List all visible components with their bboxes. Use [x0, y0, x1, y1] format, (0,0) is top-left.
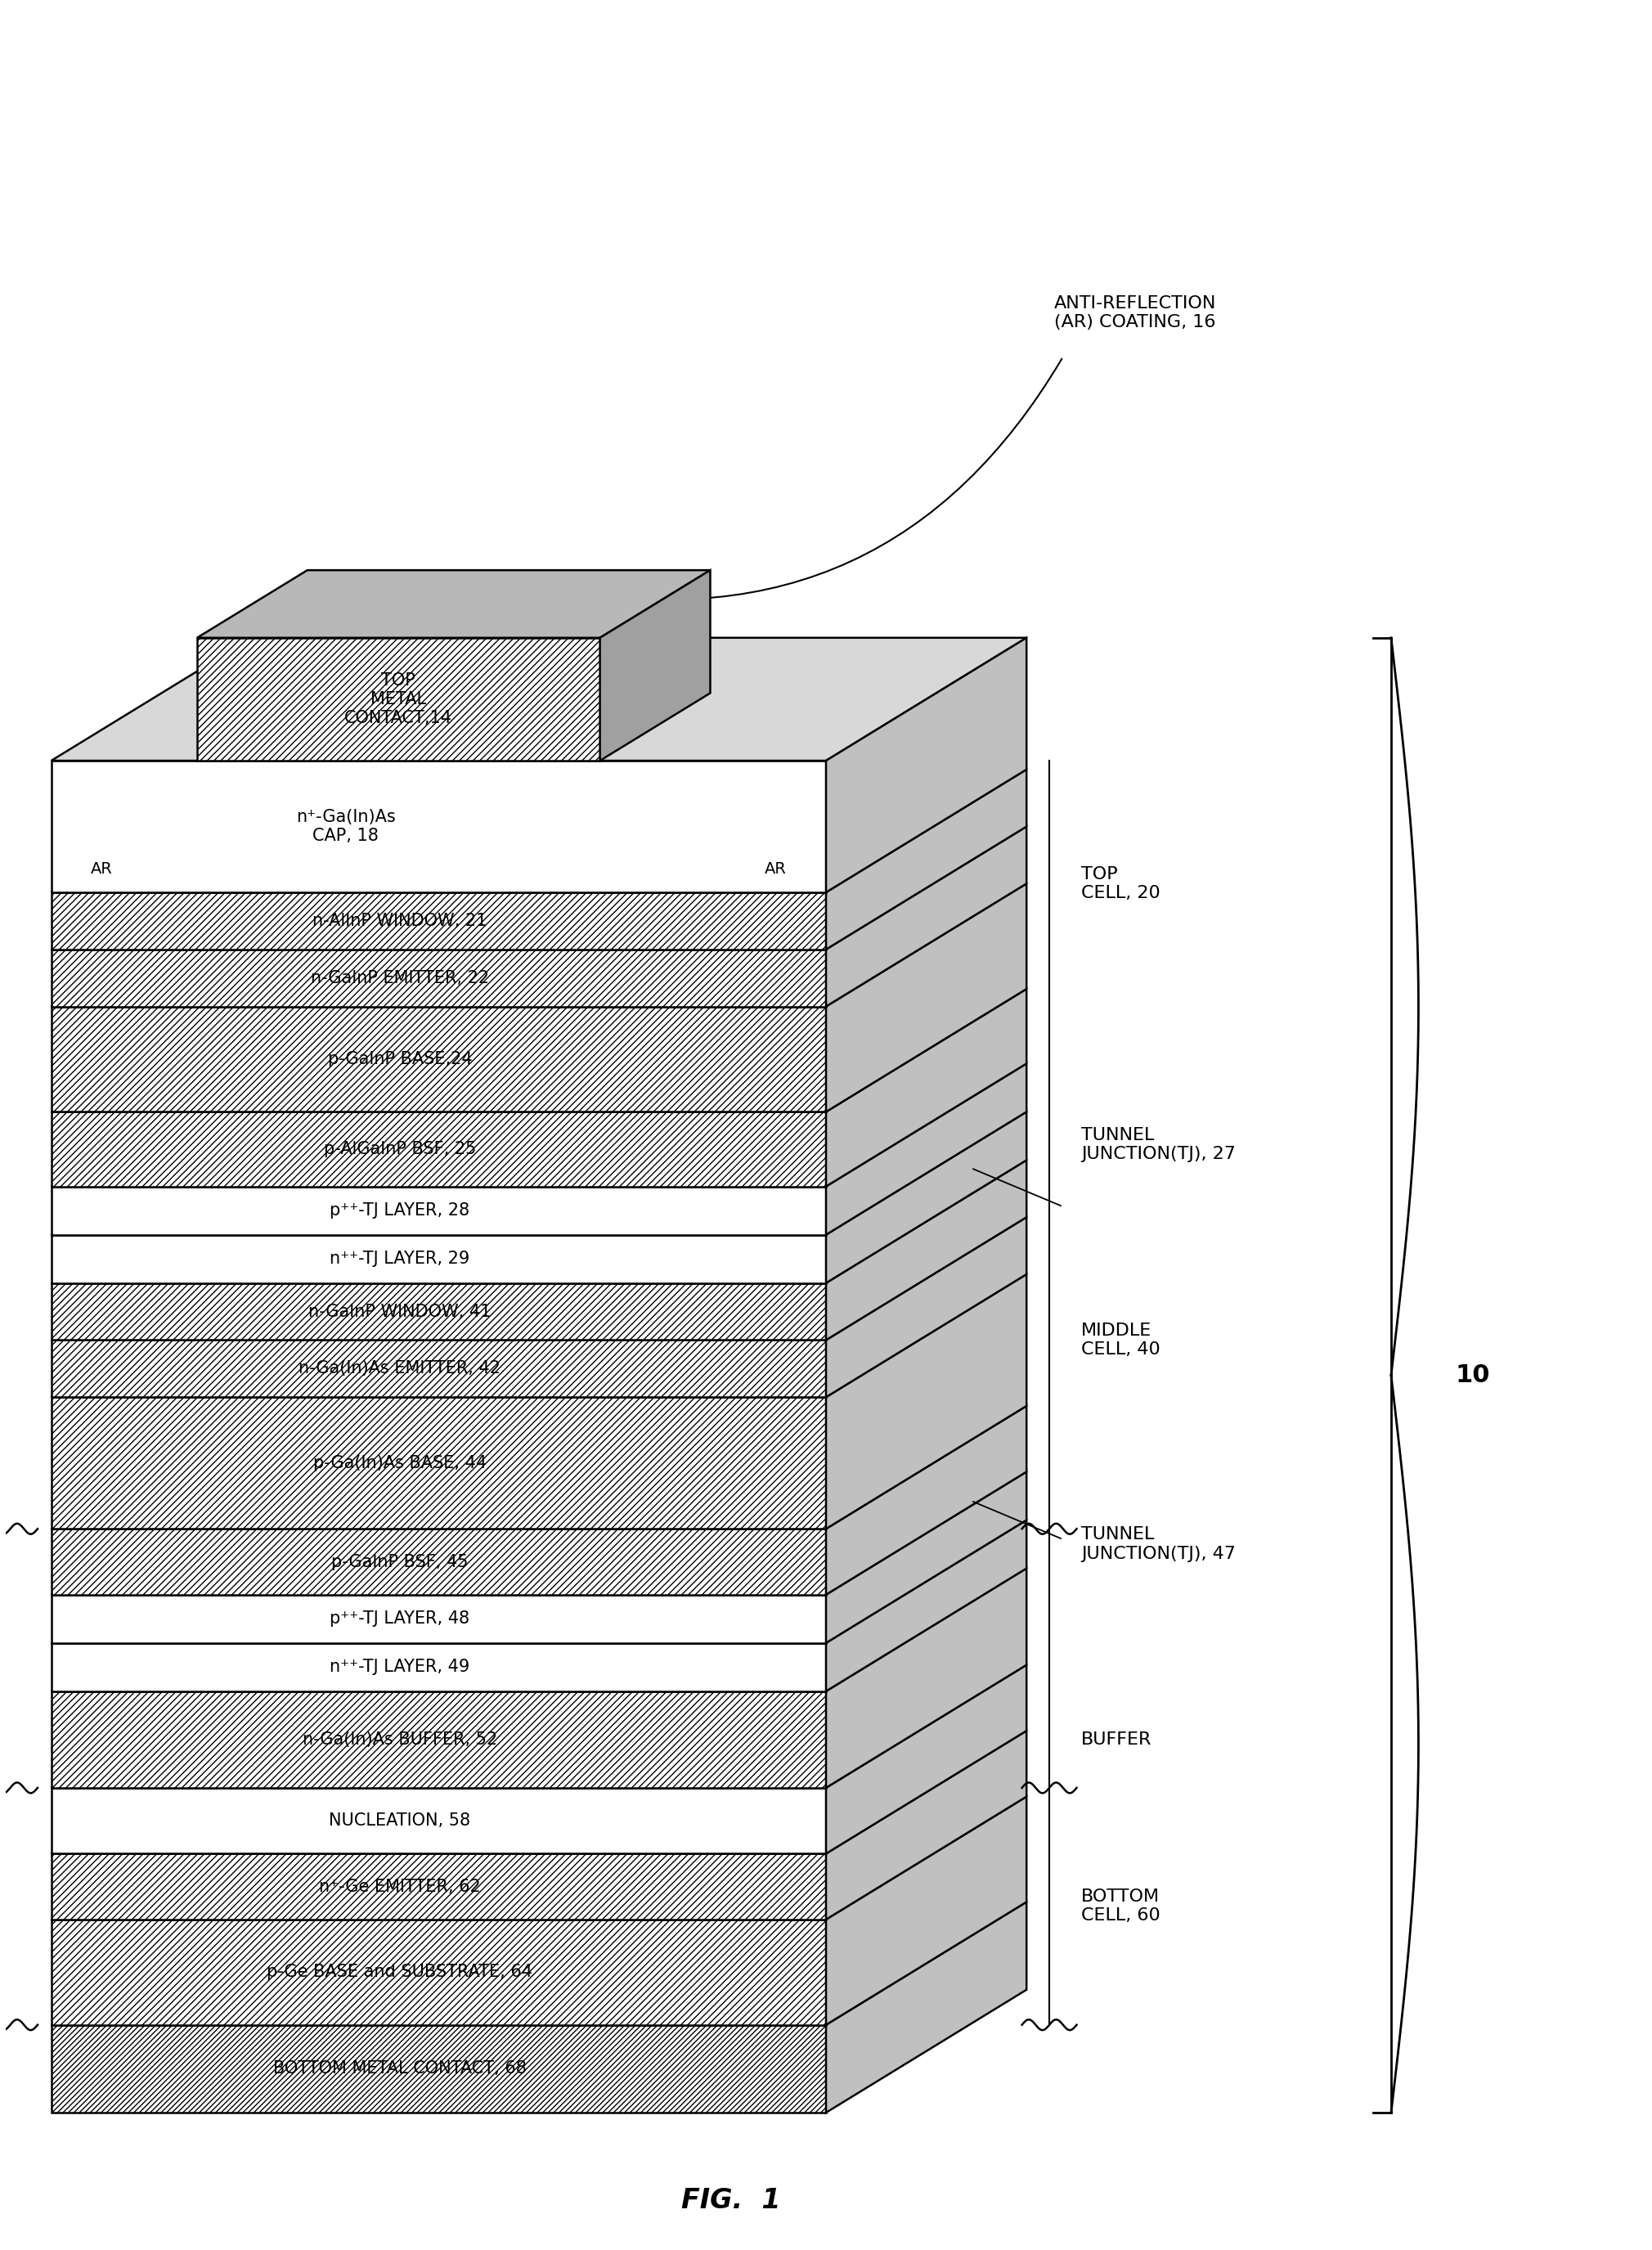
Polygon shape — [826, 1064, 1026, 1235]
Text: n⁺-Ge EMITTER, 62: n⁺-Ge EMITTER, 62 — [319, 1879, 481, 1894]
Text: FIG.  1: FIG. 1 — [682, 2187, 781, 2214]
Polygon shape — [51, 1521, 1026, 1642]
Polygon shape — [826, 1796, 1026, 2025]
Text: TUNNEL
JUNCTION(TJ), 27: TUNNEL JUNCTION(TJ), 27 — [1080, 1127, 1236, 1163]
Text: p-Ga(In)As BASE, 44: p-Ga(In)As BASE, 44 — [314, 1456, 487, 1472]
Text: n-GaInP WINDOW, 41: n-GaInP WINDOW, 41 — [309, 1303, 491, 1321]
Polygon shape — [51, 637, 1026, 760]
Polygon shape — [51, 1406, 1026, 1528]
Text: n-AlInP WINDOW, 21: n-AlInP WINDOW, 21 — [312, 914, 487, 929]
Text: 10: 10 — [1455, 1364, 1490, 1386]
Polygon shape — [826, 637, 1026, 893]
Polygon shape — [51, 950, 826, 1006]
Text: TOP
CELL, 20: TOP CELL, 20 — [1080, 866, 1160, 902]
Polygon shape — [51, 1595, 826, 1642]
Polygon shape — [51, 1472, 1026, 1595]
Polygon shape — [826, 1472, 1026, 1642]
Polygon shape — [51, 893, 826, 950]
Polygon shape — [826, 884, 1026, 1112]
Text: n-GaInP EMITTER, 22: n-GaInP EMITTER, 22 — [311, 970, 489, 986]
Polygon shape — [826, 1665, 1026, 1854]
Polygon shape — [51, 770, 1026, 893]
Text: p⁺⁺-TJ LAYER, 28: p⁺⁺-TJ LAYER, 28 — [330, 1202, 469, 1220]
Polygon shape — [826, 990, 1026, 1186]
Text: BOTTOM METAL CONTACT, 68: BOTTOM METAL CONTACT, 68 — [273, 2061, 527, 2077]
Polygon shape — [826, 826, 1026, 1006]
Polygon shape — [826, 1901, 1026, 2113]
Text: AR: AR — [765, 862, 786, 878]
Polygon shape — [51, 1665, 1026, 1789]
Polygon shape — [51, 1854, 826, 1919]
Polygon shape — [51, 1901, 1026, 2025]
Text: BOTTOM
CELL, 60: BOTTOM CELL, 60 — [1080, 1888, 1160, 1924]
Text: n⁺-Ga(In)As
CAP, 18: n⁺-Ga(In)As CAP, 18 — [296, 808, 395, 844]
Text: TOP
METAL
CONTACT,14: TOP METAL CONTACT,14 — [345, 673, 453, 727]
Polygon shape — [51, 2025, 826, 2113]
Polygon shape — [51, 1273, 1026, 1397]
Text: ANTI-REFLECTION
(AR) COATING, 16: ANTI-REFLECTION (AR) COATING, 16 — [1054, 295, 1216, 331]
Polygon shape — [826, 1217, 1026, 1397]
Text: p-AlGaInP BSF, 25: p-AlGaInP BSF, 25 — [324, 1141, 476, 1157]
Polygon shape — [51, 826, 1026, 950]
Polygon shape — [826, 1161, 1026, 1341]
Polygon shape — [51, 1217, 1026, 1341]
Polygon shape — [826, 1730, 1026, 1919]
Polygon shape — [826, 1568, 1026, 1789]
Text: NUCLEATION, 58: NUCLEATION, 58 — [329, 1814, 471, 1829]
Polygon shape — [51, 1341, 826, 1397]
Text: p⁺⁺-TJ LAYER, 48: p⁺⁺-TJ LAYER, 48 — [330, 1611, 469, 1627]
Polygon shape — [51, 1006, 826, 1112]
Polygon shape — [51, 1186, 826, 1235]
Polygon shape — [51, 1282, 826, 1341]
Text: p-GaInP BSF, 45: p-GaInP BSF, 45 — [332, 1552, 469, 1570]
Polygon shape — [51, 1397, 826, 1528]
Text: MIDDLE
CELL, 40: MIDDLE CELL, 40 — [1080, 1323, 1160, 1357]
Polygon shape — [51, 1692, 826, 1789]
Polygon shape — [51, 1112, 826, 1186]
Polygon shape — [600, 569, 710, 761]
Polygon shape — [51, 1112, 1026, 1235]
Polygon shape — [51, 1064, 1026, 1186]
Text: n⁺⁺-TJ LAYER, 49: n⁺⁺-TJ LAYER, 49 — [330, 1658, 469, 1676]
Polygon shape — [826, 1521, 1026, 1692]
Text: n⁺⁺-TJ LAYER, 29: n⁺⁺-TJ LAYER, 29 — [330, 1251, 469, 1267]
Polygon shape — [51, 1796, 1026, 1919]
Polygon shape — [826, 1273, 1026, 1528]
Polygon shape — [197, 569, 710, 637]
Polygon shape — [51, 1642, 826, 1692]
Polygon shape — [51, 761, 826, 893]
Polygon shape — [51, 1789, 826, 1854]
Text: p-Ge BASE and SUBSTRATE, 64: p-Ge BASE and SUBSTRATE, 64 — [268, 1964, 534, 1980]
Text: AR: AR — [91, 862, 112, 878]
Text: BUFFER: BUFFER — [1080, 1730, 1151, 1748]
Polygon shape — [51, 1730, 1026, 1854]
Polygon shape — [826, 1406, 1026, 1595]
Polygon shape — [51, 1235, 826, 1282]
Polygon shape — [51, 990, 1026, 1112]
Polygon shape — [51, 1528, 826, 1595]
Polygon shape — [51, 1568, 1026, 1692]
Polygon shape — [826, 1112, 1026, 1282]
Text: TUNNEL
JUNCTION(TJ), 47: TUNNEL JUNCTION(TJ), 47 — [1080, 1526, 1236, 1562]
Polygon shape — [51, 884, 1026, 1006]
Polygon shape — [197, 637, 600, 760]
Polygon shape — [826, 770, 1026, 950]
Text: n-Ga(In)As BUFFER, 52: n-Ga(In)As BUFFER, 52 — [302, 1730, 497, 1748]
Polygon shape — [51, 1161, 1026, 1282]
Polygon shape — [51, 1919, 826, 2025]
Text: n-Ga(In)As EMITTER, 42: n-Ga(In)As EMITTER, 42 — [299, 1361, 501, 1377]
Text: p-GaInP BASE,24: p-GaInP BASE,24 — [327, 1051, 472, 1066]
